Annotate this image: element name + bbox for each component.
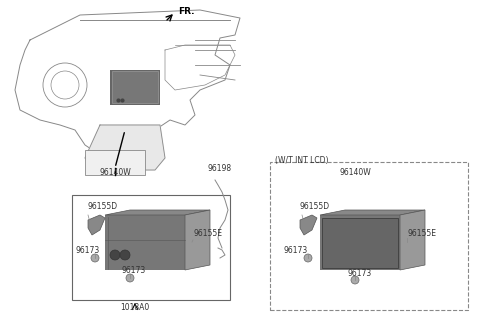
Polygon shape: [320, 210, 425, 215]
Circle shape: [304, 254, 312, 262]
Text: (W/T INT LCD): (W/T INT LCD): [275, 156, 328, 165]
Text: 96198: 96198: [207, 164, 231, 173]
Text: 96173: 96173: [122, 266, 146, 275]
Polygon shape: [85, 125, 165, 170]
Circle shape: [110, 250, 120, 260]
Text: 96140W: 96140W: [99, 168, 131, 177]
Circle shape: [120, 250, 130, 260]
Polygon shape: [88, 215, 105, 235]
Circle shape: [126, 274, 134, 282]
Polygon shape: [186, 235, 205, 258]
Polygon shape: [185, 210, 210, 270]
Text: FR.: FR.: [178, 8, 194, 16]
Text: 96173: 96173: [347, 269, 371, 278]
FancyBboxPatch shape: [105, 215, 185, 270]
Text: 1018A0: 1018A0: [120, 303, 150, 312]
FancyBboxPatch shape: [110, 70, 160, 105]
Text: 96155E: 96155E: [408, 229, 437, 238]
FancyBboxPatch shape: [72, 195, 230, 300]
Text: 96155D: 96155D: [88, 202, 118, 211]
Polygon shape: [300, 215, 317, 235]
FancyBboxPatch shape: [322, 218, 398, 268]
Text: 96140W: 96140W: [339, 168, 371, 177]
FancyBboxPatch shape: [270, 162, 468, 310]
Text: 96155D: 96155D: [300, 202, 330, 211]
Polygon shape: [401, 235, 420, 258]
Circle shape: [351, 276, 359, 284]
FancyBboxPatch shape: [320, 215, 400, 270]
Circle shape: [91, 254, 99, 262]
Polygon shape: [400, 210, 425, 270]
Text: 96173: 96173: [75, 246, 99, 255]
FancyBboxPatch shape: [112, 71, 158, 103]
Text: 96173: 96173: [284, 246, 308, 255]
Polygon shape: [105, 210, 210, 215]
FancyBboxPatch shape: [85, 150, 145, 175]
Text: 96155E: 96155E: [193, 229, 222, 238]
